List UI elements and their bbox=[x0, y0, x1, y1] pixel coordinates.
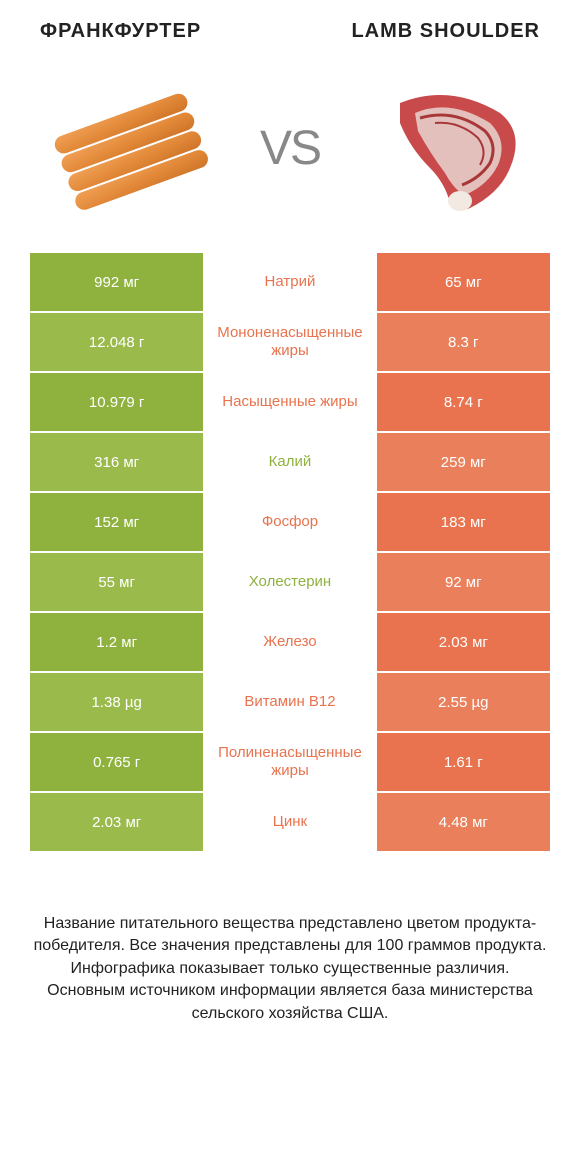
value-right: 8.74 г bbox=[377, 373, 550, 431]
nutrient-label: Натрий bbox=[203, 253, 376, 311]
nutrient-label: Калий bbox=[203, 433, 376, 491]
footnote-text: Название питательного вещества представл… bbox=[0, 853, 580, 1045]
value-right: 92 мг bbox=[377, 553, 550, 611]
value-right: 183 мг bbox=[377, 493, 550, 551]
nutrient-label: Цинк bbox=[203, 793, 376, 851]
table-row: 2.03 мгЦинк4.48 мг bbox=[30, 793, 550, 851]
nutrient-label: Железо bbox=[203, 613, 376, 671]
table-row: 316 мгКалий259 мг bbox=[30, 433, 550, 491]
table-row: 1.2 мгЖелезо2.03 мг bbox=[30, 613, 550, 671]
value-right: 2.55 µg bbox=[377, 673, 550, 731]
table-row: 10.979 гНасыщенные жиры8.74 г bbox=[30, 373, 550, 431]
value-left: 10.979 г bbox=[30, 373, 203, 431]
value-left: 316 мг bbox=[30, 433, 203, 491]
nutrient-label: Мононенасыщенные жиры bbox=[203, 313, 376, 371]
product-left-title: ФРАНКФУРТЕР bbox=[40, 20, 290, 43]
nutrient-label: Полиненасыщенные жиры bbox=[203, 733, 376, 791]
comparison-table: 992 мгНатрий65 мг12.048 гМононенасыщенны… bbox=[0, 253, 580, 851]
value-right: 65 мг bbox=[377, 253, 550, 311]
table-row: 1.38 µgВитамин B122.55 µg bbox=[30, 673, 550, 731]
value-right: 1.61 г bbox=[377, 733, 550, 791]
nutrient-label: Фосфор bbox=[203, 493, 376, 551]
value-left: 0.765 г bbox=[30, 733, 203, 791]
value-left: 152 мг bbox=[30, 493, 203, 551]
value-right: 8.3 г bbox=[377, 313, 550, 371]
value-left: 55 мг bbox=[30, 553, 203, 611]
value-left: 2.03 мг bbox=[30, 793, 203, 851]
lamb-shoulder-image bbox=[360, 73, 540, 223]
value-right: 4.48 мг bbox=[377, 793, 550, 851]
product-right-title: LAMB SHOULDER bbox=[290, 20, 540, 43]
value-left: 12.048 г bbox=[30, 313, 203, 371]
images-row: VS bbox=[0, 53, 580, 253]
frankfurter-image bbox=[40, 73, 220, 223]
table-row: 12.048 гМононенасыщенные жиры8.3 г bbox=[30, 313, 550, 371]
table-row: 55 мгХолестерин92 мг bbox=[30, 553, 550, 611]
nutrient-label: Холестерин bbox=[203, 553, 376, 611]
table-row: 992 мгНатрий65 мг bbox=[30, 253, 550, 311]
value-left: 992 мг bbox=[30, 253, 203, 311]
value-left: 1.2 мг bbox=[30, 613, 203, 671]
value-right: 2.03 мг bbox=[377, 613, 550, 671]
table-row: 152 мгФосфор183 мг bbox=[30, 493, 550, 551]
table-row: 0.765 гПолиненасыщенные жиры1.61 г bbox=[30, 733, 550, 791]
value-right: 259 мг bbox=[377, 433, 550, 491]
nutrient-label: Витамин B12 bbox=[203, 673, 376, 731]
header: ФРАНКФУРТЕР LAMB SHOULDER bbox=[0, 0, 580, 53]
nutrient-label: Насыщенные жиры bbox=[203, 373, 376, 431]
value-left: 1.38 µg bbox=[30, 673, 203, 731]
vs-label: VS bbox=[260, 121, 320, 176]
